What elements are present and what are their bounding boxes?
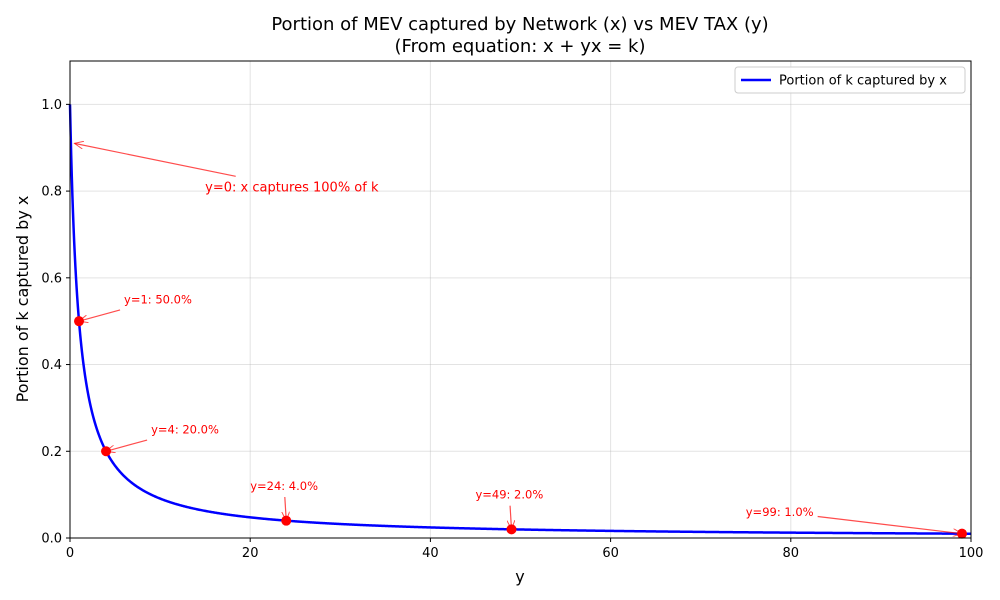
annotation-arrow [510,505,511,530]
grid-lines [69,61,972,539]
annotation-arrow [285,496,286,521]
y-axis-ticks: 0.0 0.2 0.4 0.6 0.8 1.0 [41,98,70,547]
annotation-text: y=24: 4.0% [250,479,318,493]
plot-frame [69,60,972,539]
x-axis-ticks: 0 20 40 60 80 100 [66,538,984,561]
annotation-text: y=49: 2.0% [475,488,543,502]
y-tick-label: 0.6 [41,271,62,286]
annotation-text: y=99: 1.0% [746,505,814,519]
x-tick-label: 20 [242,546,259,561]
x-tick-label: 80 [783,546,800,561]
y-tick-label: 1.0 [41,98,62,113]
chart-title-line1: Portion of MEV captured by Network (x) v… [271,14,768,35]
legend-label: Portion of k captured by x [779,74,947,89]
annotation-arrow [817,515,962,534]
y-tick-label: 0.4 [41,358,62,373]
x-tick-label: 60 [602,546,619,561]
x-tick-label: 100 [959,546,984,561]
annotation-arrow [79,309,121,321]
x-tick-label: 0 [66,546,74,561]
annotation-text: y=1: 50.0% [124,293,192,307]
annotation-arrow [75,143,236,177]
chart-title-line2: (From equation: x + yx = k) [395,36,646,57]
y-axis-label: Portion of k captured by x [13,196,32,403]
y-tick-label: 0.0 [41,532,62,547]
annotation-text: y=4: 20.0% [151,423,219,437]
x-axis-label: y [515,567,524,586]
y-tick-label: 0.8 [41,185,62,200]
annotation-arrow [106,439,148,451]
annotations: y=0: x captures 100% of k y=1: 50.0% y=4: … [75,143,962,533]
series-layer [68,104,972,535]
legend: Portion of k captured by x [734,66,966,94]
y-tick-label: 0.2 [41,445,62,460]
x-tick-label: 40 [422,546,439,561]
series-line [68,104,972,535]
annotation-text: y=0: x captures 100% of k [205,180,379,195]
legend-box [734,66,966,94]
